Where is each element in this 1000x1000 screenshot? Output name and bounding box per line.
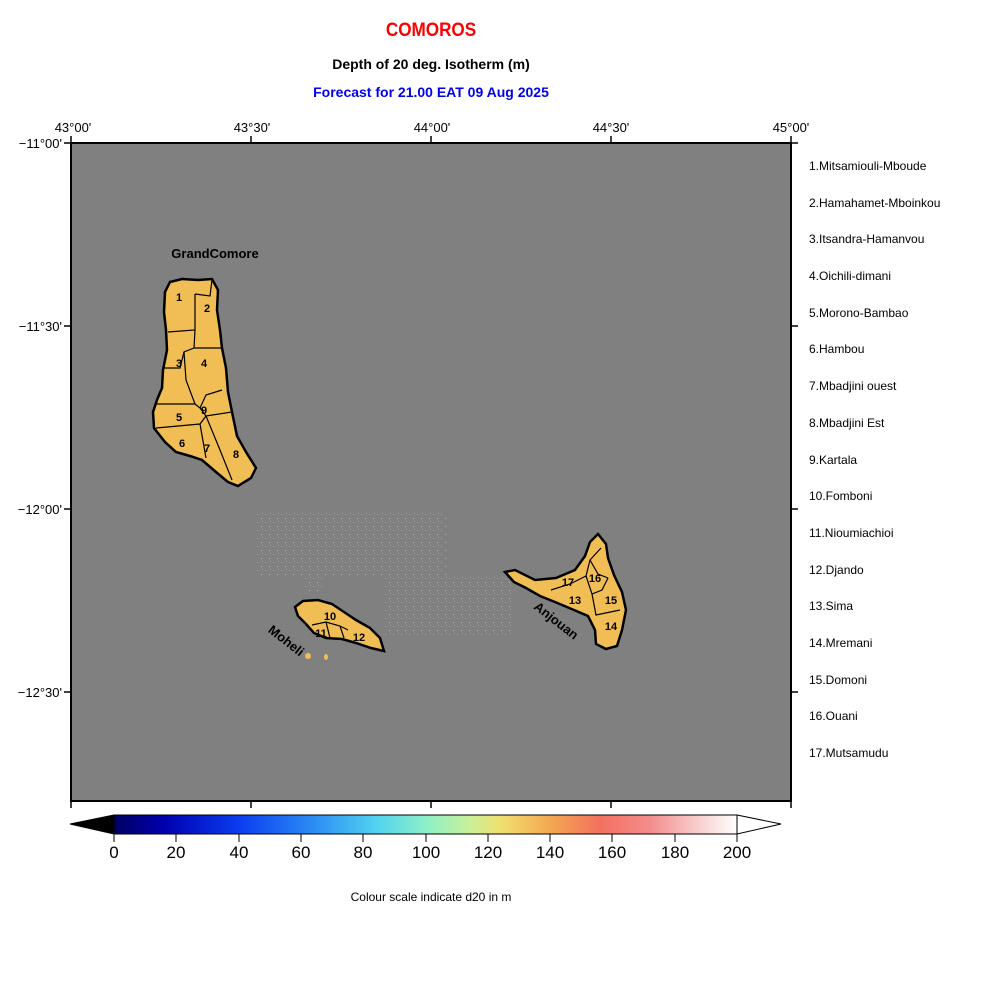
legend-item: 15.Domoni [809, 672, 868, 687]
region-number: 16 [589, 573, 601, 585]
region-number: 1 [176, 292, 182, 304]
y-tick-label: −12°00' [18, 502, 62, 517]
legend-item: 2.Hamahamet-Mboinkou [809, 195, 941, 210]
y-tick-label: −11°30' [19, 319, 62, 334]
data-speckle-patch [384, 576, 511, 638]
legend-item: 1.Mitsamiouli-Mboude [809, 159, 927, 173]
colorbar-over-arrow [736, 814, 782, 835]
legend-item: 16.Ouani [809, 709, 858, 724]
legend-item: 6.Hambou [809, 342, 865, 357]
region-number: 3 [176, 358, 182, 370]
colorbar-under-arrow [69, 814, 115, 835]
colorbar-tick: 100 [412, 843, 440, 862]
legend-item: 13.Sima [809, 599, 854, 614]
forecast-time: Forecast for 21.00 EAT 09 Aug 2025 [313, 84, 549, 100]
legend-item: 17.Mutsamudu [809, 746, 889, 760]
data-speckle-patch [305, 576, 325, 591]
region-number: 2 [204, 303, 210, 315]
x-tick-label: 43°00' [55, 120, 92, 135]
colorbar-tick: 20 [167, 843, 186, 862]
colorbar-tick: 0 [109, 843, 118, 862]
region-number: 14 [605, 621, 618, 633]
colorbar-tick: 60 [292, 843, 311, 862]
x-tick-label: 44°30' [593, 120, 630, 135]
x-tick-label: 43°30' [234, 120, 271, 135]
island-moheli [293, 598, 386, 660]
region-number: 7 [204, 443, 210, 455]
colorbar-tick: 180 [661, 843, 689, 862]
region-legend: 1.Mitsamiouli-Mboude 2.Hamahamet-Mboinko… [809, 155, 940, 779]
colorbar-tick: 140 [536, 843, 564, 862]
island-label-grande-comore: GrandComore [171, 246, 258, 261]
x-axis [70, 136, 792, 808]
x-tick-label: 44°00' [414, 120, 451, 135]
colorbar-gradient [113, 814, 738, 835]
colorbar-tick: 200 [723, 843, 751, 862]
colorbar-caption: Colour scale indicate d20 in m [350, 890, 512, 904]
island-anjouan [502, 532, 628, 651]
sea-area [70, 142, 792, 802]
y-tick-label: −12°30' [18, 685, 62, 700]
data-speckle-patch [257, 513, 446, 576]
legend-item: 9.Kartala [809, 452, 858, 467]
colorbar-tick: 40 [230, 843, 249, 862]
colorbar-tick: 160 [598, 843, 626, 862]
legend-item: 7.Mbadjini ouest [809, 379, 897, 394]
colorbar-tick: 120 [474, 843, 502, 862]
map-subtitle: Depth of 20 deg. Isotherm (m) [332, 56, 530, 72]
region-number: 11 [315, 628, 327, 640]
legend-item: 4.Oichili-dimani [809, 269, 892, 284]
region-number: 8 [233, 449, 239, 461]
y-tick-label: −11°00' [19, 136, 62, 151]
y-axis [64, 142, 798, 693]
legend-item: 8.Mbadjini Est [809, 415, 885, 430]
region-number: 4 [201, 358, 208, 370]
region-number: 12 [353, 632, 365, 644]
colorbar-tick: 80 [354, 843, 373, 862]
x-tick-label: 45°00' [773, 120, 810, 135]
legend-item: 5.Morono-Bambao [809, 305, 909, 320]
legend-item: 12.Djando [809, 562, 864, 577]
region-number: 13 [569, 595, 581, 607]
region-number: 10 [324, 611, 336, 623]
legend-item: 10.Fomboni [809, 489, 873, 504]
region-number: 17 [562, 577, 574, 589]
legend-item: 11.Nioumiachioi [809, 525, 894, 540]
colorbar [69, 814, 782, 842]
region-number: 15 [605, 595, 617, 607]
region-number: 6 [179, 438, 185, 450]
legend-item: 3.Itsandra-Hamanvou [809, 232, 925, 247]
map-title: COMOROS [385, 20, 477, 41]
region-number: 5 [176, 412, 182, 424]
legend-item: 14.Mremani [809, 635, 873, 650]
island-grande-comore [151, 277, 258, 488]
region-number: 9 [201, 405, 207, 417]
